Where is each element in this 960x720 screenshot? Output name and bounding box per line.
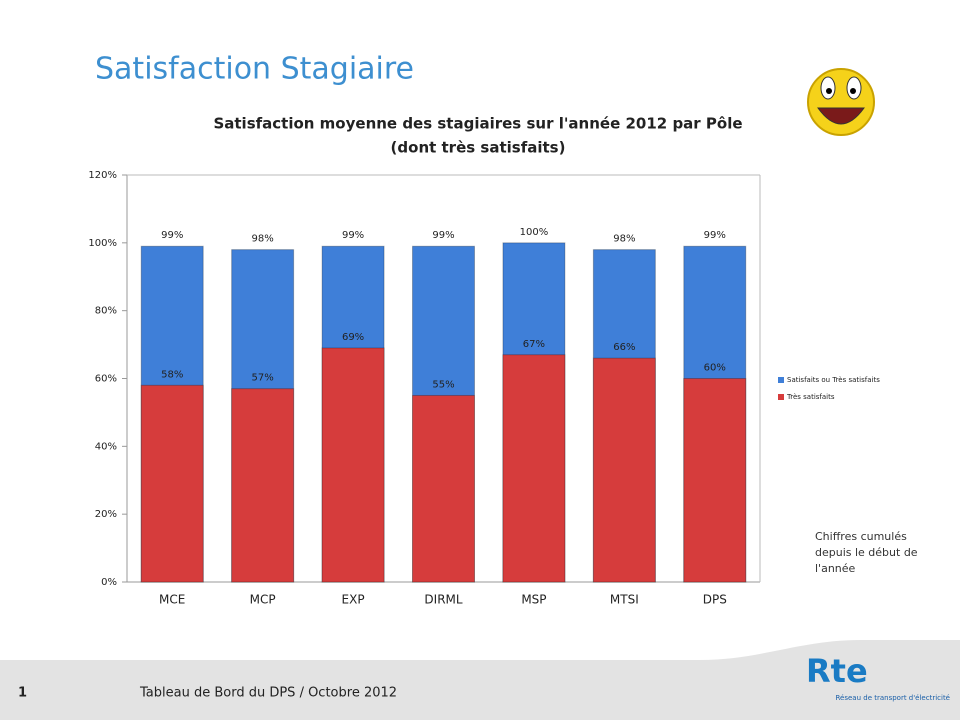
footer-band: [0, 640, 960, 720]
x-tick-label: DPS: [703, 593, 727, 607]
footer-text: Tableau de Bord du DPS / Octobre 2012: [139, 686, 397, 701]
bar: [502, 354, 566, 583]
value-label: 60%: [704, 363, 726, 374]
page-number: 1: [18, 686, 27, 701]
bar: [592, 357, 656, 583]
x-tick-label: EXP: [342, 593, 365, 607]
y-tick-label: 60%: [95, 374, 117, 385]
value-label: 99%: [161, 230, 183, 241]
value-label: 100%: [520, 227, 549, 238]
note: depuis le début de: [815, 546, 918, 559]
logo-caption: Réseau de transport d'électricité: [836, 694, 951, 702]
bar: [683, 378, 747, 583]
x-tick-label: MSP: [521, 593, 546, 607]
legend-swatch: [778, 394, 784, 400]
x-tick-label: DIRML: [424, 593, 462, 607]
value-label: 99%: [342, 230, 364, 241]
bar: [140, 384, 204, 583]
value-label: 67%: [523, 339, 545, 350]
chart-title: Satisfaction moyenne des stagiaires sur …: [213, 115, 742, 133]
chart-subtitle: (dont très satisfaits): [391, 139, 566, 157]
bar: [412, 394, 475, 583]
legend-swatch: [778, 377, 784, 383]
x-tick-label: MTSI: [610, 593, 639, 607]
value-label: 98%: [252, 234, 274, 245]
legend-label: Satisfaits ou Très satisfaits: [787, 376, 880, 384]
bar: [231, 388, 295, 583]
slide-title: Satisfaction Stagiaire: [95, 52, 414, 87]
x-tick-label: MCP: [250, 593, 276, 607]
value-label: 69%: [342, 332, 364, 343]
x-tick-label: MCE: [159, 593, 185, 607]
value-label: 55%: [432, 379, 454, 390]
y-tick-label: 20%: [95, 509, 117, 520]
value-label: 57%: [252, 373, 274, 384]
y-tick-label: 40%: [95, 441, 117, 452]
smiley: [807, 68, 875, 136]
y-tick-label: 0%: [101, 577, 117, 588]
legend-label: Très satisfaits: [786, 393, 835, 401]
logo: Rte: [806, 652, 868, 690]
note: Chiffres cumulés: [815, 530, 907, 543]
value-label: 66%: [613, 342, 635, 353]
value-label: 98%: [613, 234, 635, 245]
y-tick-label: 120%: [88, 170, 117, 181]
bar: [321, 347, 385, 583]
y-tick-label: 80%: [95, 306, 117, 317]
value-label: 58%: [161, 369, 183, 380]
y-tick-label: 100%: [88, 238, 117, 249]
value-label: 99%: [432, 230, 454, 241]
note: l'année: [815, 562, 856, 575]
value-label: 99%: [704, 230, 726, 241]
